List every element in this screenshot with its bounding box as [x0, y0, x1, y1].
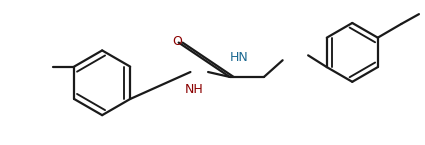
- Text: HN: HN: [230, 51, 249, 64]
- Text: O: O: [172, 35, 182, 48]
- Text: NH: NH: [184, 83, 203, 96]
